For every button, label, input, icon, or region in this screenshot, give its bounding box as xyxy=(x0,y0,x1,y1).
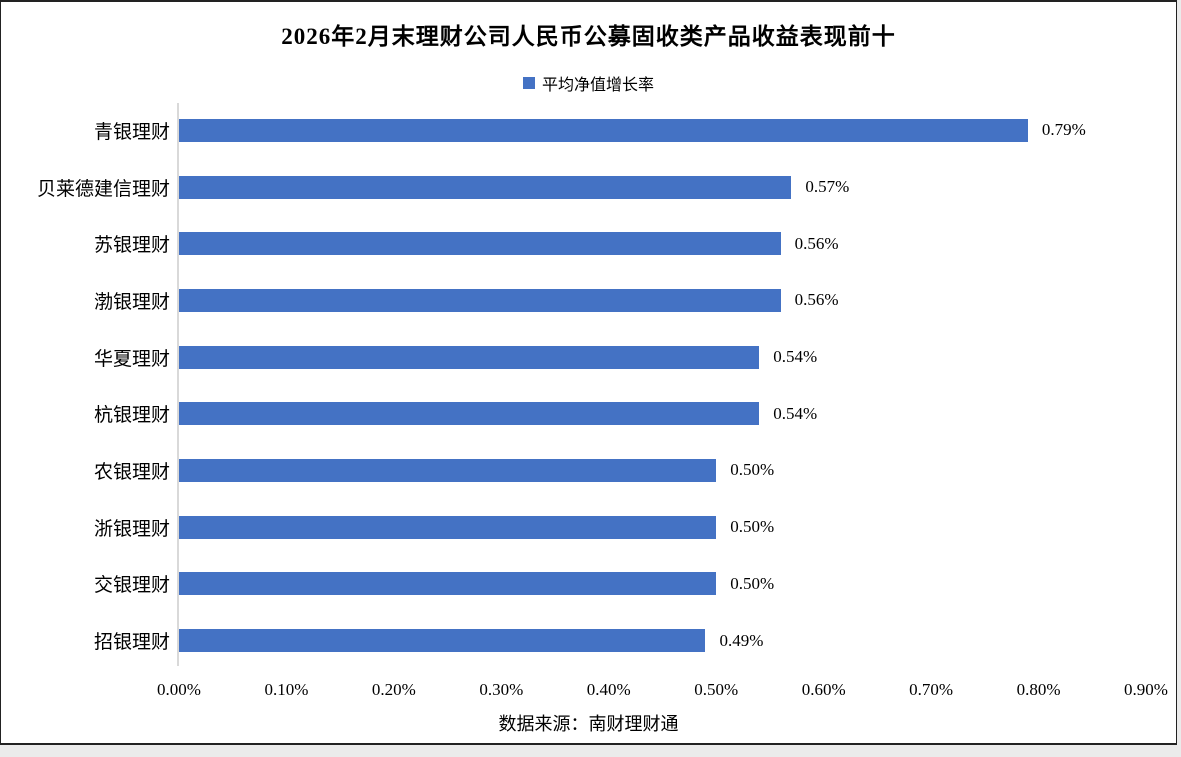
value-bar xyxy=(179,629,706,653)
value-bar xyxy=(179,458,717,482)
value-label: 0.50% xyxy=(730,517,775,537)
value-bar xyxy=(179,402,760,426)
chart-title: 2026年2月末理财公司人民币公募固收类产品收益表现前十 xyxy=(281,24,896,49)
x-axis-tick-label: 0.10% xyxy=(264,680,309,699)
value-label: 0.50% xyxy=(730,460,775,480)
value-label: 0.54% xyxy=(773,347,818,367)
bar-row: 农银理财 0.50% xyxy=(94,442,1146,499)
category-label: 浙银理财 xyxy=(93,518,170,540)
category-label: 农银理财 xyxy=(93,461,170,483)
value-bar xyxy=(179,175,792,199)
value-bar xyxy=(179,572,717,596)
legend-label: 平均净值增长率 xyxy=(541,77,654,94)
bar-row: 招银理财 0.49% xyxy=(94,612,1146,669)
value-label: 0.56% xyxy=(794,290,839,310)
value-label: 0.54% xyxy=(773,403,818,423)
value-bar xyxy=(179,288,781,312)
category-label: 贝莱德建信理财 xyxy=(36,178,170,200)
bar-row: 华夏理财 0.54% xyxy=(94,329,1146,386)
category-label: 青银理财 xyxy=(93,121,170,143)
value-bar xyxy=(179,345,760,369)
value-bar xyxy=(179,515,717,539)
bar-row: 杭银理财 0.54% xyxy=(94,385,1146,442)
category-label: 招银理财 xyxy=(93,632,170,654)
legend-swatch-icon xyxy=(522,77,535,89)
x-axis-tick-label: 0.60% xyxy=(801,680,846,699)
value-label: 0.50% xyxy=(730,573,775,593)
x-axis-tick-label: 0.50% xyxy=(694,680,739,699)
bar-row: 交银理财 0.50% xyxy=(94,556,1146,613)
bar-row: 贝莱德建信理财 0.57% xyxy=(37,159,1146,216)
value-label: 0.79% xyxy=(1041,120,1086,140)
value-label: 0.56% xyxy=(794,233,839,253)
legend: 平均净值增长率 xyxy=(1,71,1176,95)
plot-area: 青银理财 0.79% 贝莱德建信理财 0.57% 苏银理财 0.56% 渤银理财 0.56% 华… xyxy=(37,102,1146,669)
x-axis-tick-label: 0.90% xyxy=(1124,680,1168,699)
x-axis-tick-label: 0.70% xyxy=(909,680,954,699)
category-label: 苏银理财 xyxy=(93,235,170,257)
source-note: 数据来源：南财理财通 xyxy=(498,714,679,734)
bar-row: 青银理财 0.79% xyxy=(94,102,1146,159)
x-axis-tick-label: 0.20% xyxy=(371,680,416,699)
x-axis-tick-label: 0.40% xyxy=(586,680,631,699)
x-axis-tick-label: 0.30% xyxy=(479,680,524,699)
x-axis-tick-label: 0.00% xyxy=(157,680,201,699)
category-label: 华夏理财 xyxy=(93,348,170,370)
category-label: 渤银理财 xyxy=(93,291,170,313)
bar-row: 浙银理财 0.50% xyxy=(94,499,1146,556)
value-label: 0.49% xyxy=(719,630,764,650)
category-label: 交银理财 xyxy=(93,575,170,597)
x-axis-tick-label: 0.80% xyxy=(1016,680,1061,699)
value-label: 0.57% xyxy=(805,177,850,197)
category-label: 杭银理财 xyxy=(93,405,170,427)
value-bar xyxy=(179,118,1028,142)
x-axis: 0.00% 0.10% 0.20% 0.30% 0.40% 0.50% 0.60% 0.70%… xyxy=(157,680,1168,702)
bar-row: 渤银理财 0.56% xyxy=(94,272,1146,329)
bar-row: 苏银理财 0.56% xyxy=(94,215,1146,272)
value-bar xyxy=(179,232,781,256)
y-axis-line xyxy=(177,103,179,666)
